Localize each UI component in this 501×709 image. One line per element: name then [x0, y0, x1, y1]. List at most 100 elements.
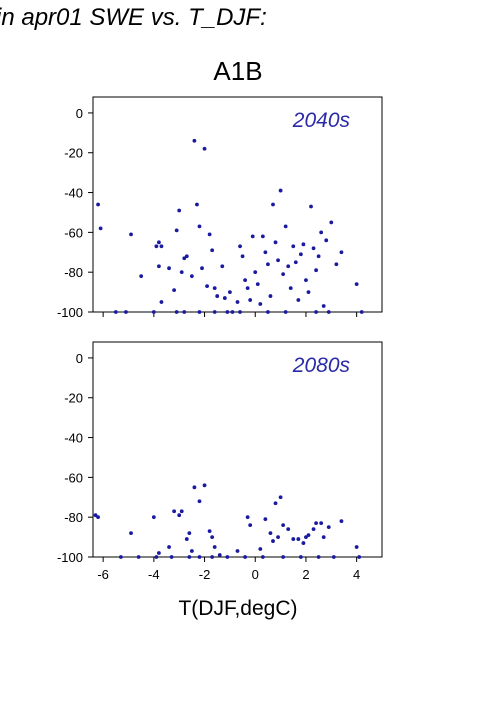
- data-point: [189, 549, 194, 553]
- data-point: [238, 244, 242, 249]
- data-point: [301, 541, 306, 545]
- data-point: [172, 288, 177, 293]
- y-tick-label: -20: [64, 146, 83, 161]
- data-point: [230, 310, 235, 314]
- data-point: [212, 310, 217, 314]
- x-axis-label: T(DJF,degC): [178, 597, 297, 620]
- data-point: [316, 555, 321, 559]
- data-point: [195, 202, 199, 207]
- data-point: [157, 240, 161, 245]
- data-point: [314, 521, 318, 526]
- data-point: [276, 258, 280, 263]
- data-point: [283, 310, 288, 314]
- data-point: [151, 515, 156, 520]
- data-point: [331, 555, 336, 559]
- data-point: [271, 202, 275, 207]
- data-point: [263, 250, 268, 255]
- data-point: [169, 555, 174, 559]
- data-point: [293, 260, 298, 265]
- data-point: [258, 302, 263, 306]
- data-point: [187, 555, 192, 559]
- figure-title: in apr01 SWE vs. T_DJF:: [0, 4, 267, 31]
- data-point: [179, 270, 184, 275]
- panel-period-label: 2080s: [292, 354, 351, 377]
- data-point: [319, 521, 324, 526]
- data-point: [210, 555, 215, 559]
- data-point: [167, 545, 171, 549]
- y-tick-label: -80: [64, 510, 83, 525]
- data-point: [96, 515, 100, 520]
- data-point: [301, 242, 306, 247]
- data-point: [136, 555, 141, 559]
- data-point: [235, 300, 240, 304]
- scenario-title: A1B: [213, 56, 263, 86]
- data-point: [266, 262, 270, 267]
- data-point: [281, 555, 286, 559]
- data-point: [309, 204, 313, 209]
- y-tick-label: 0: [76, 351, 83, 366]
- data-point: [192, 138, 197, 143]
- data-point: [339, 519, 344, 524]
- data-point: [139, 274, 144, 279]
- data-point: [202, 146, 207, 151]
- panel-2040s: 0 -20 -40 -60 -80 -100 2040s: [57, 96, 383, 320]
- data-point: [174, 310, 179, 314]
- x-tick-label: -4: [148, 567, 160, 582]
- data-point: [321, 535, 326, 539]
- data-point: [326, 310, 331, 314]
- data-point: [326, 525, 331, 530]
- data-point: [283, 224, 288, 229]
- data-point: [129, 531, 133, 536]
- data-point: [288, 286, 293, 291]
- y-tick-label: -100: [57, 305, 83, 320]
- data-point: [354, 545, 359, 549]
- data-point: [182, 310, 187, 314]
- data-point: [227, 290, 232, 294]
- plot-frame: [92, 96, 383, 313]
- data-point: [98, 226, 103, 231]
- data-point: [154, 555, 159, 559]
- data-point: [298, 555, 303, 559]
- data-point: [220, 264, 225, 269]
- y-tick-label: -40: [64, 186, 83, 201]
- data-point: [217, 553, 222, 557]
- x-tick-label: 4: [353, 567, 360, 582]
- data-point: [179, 509, 184, 514]
- data-point: [197, 555, 202, 559]
- data-point: [118, 555, 123, 559]
- data-point: [268, 294, 273, 298]
- data-point: [311, 527, 316, 532]
- data-point: [207, 529, 212, 534]
- data-point: [245, 286, 250, 291]
- data-point: [212, 545, 217, 549]
- data-point: [359, 310, 364, 314]
- data-point: [207, 232, 212, 237]
- data-point: [306, 533, 311, 538]
- data-point: [238, 310, 242, 314]
- data-point: [255, 282, 260, 287]
- data-point: [311, 246, 316, 251]
- data-point: [210, 535, 215, 539]
- data-point: [253, 270, 258, 275]
- data-point: [154, 244, 159, 249]
- data-point: [314, 268, 318, 273]
- data-point: [278, 495, 283, 500]
- x-tick-label: 0: [252, 567, 259, 582]
- data-point: [172, 509, 177, 514]
- data-point: [197, 499, 202, 504]
- data-point: [304, 278, 308, 283]
- data-point: [316, 254, 321, 259]
- data-point: [177, 208, 182, 213]
- data-point: [157, 264, 161, 269]
- data-point: [298, 252, 303, 257]
- x-tick-label: -2: [199, 567, 211, 582]
- data-point: [212, 286, 217, 291]
- data-point: [324, 238, 329, 243]
- data-point: [184, 537, 189, 541]
- data-point: [271, 539, 275, 543]
- data-point: [296, 537, 301, 541]
- data-point: [357, 555, 362, 559]
- data-point: [222, 296, 227, 300]
- data-point: [157, 551, 161, 555]
